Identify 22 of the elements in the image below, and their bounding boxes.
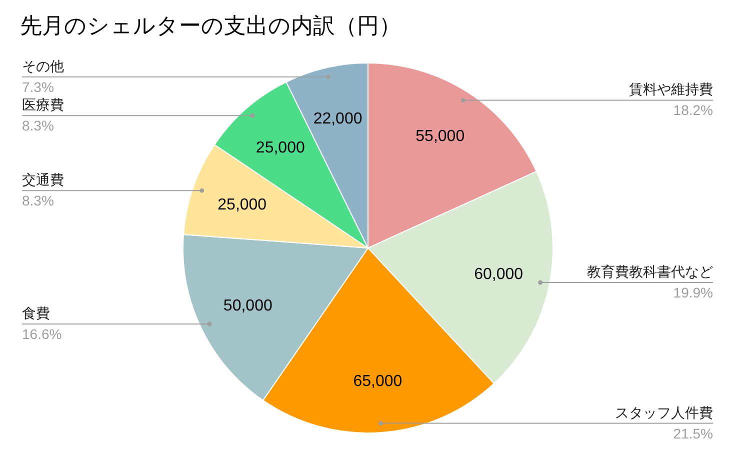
text: 18.2% xyxy=(673,102,713,118)
slice-label: 交通費 xyxy=(22,172,64,188)
text: 16.6% xyxy=(22,326,62,342)
slice-label: 食費 xyxy=(22,305,50,322)
text: 8.3% xyxy=(22,118,54,134)
data-label: 50,000 xyxy=(223,298,272,315)
chart-title: 先月のシェルターの支出の内訳（円） xyxy=(20,13,401,38)
data-label: 22,000 xyxy=(313,110,362,128)
text: 19.9% xyxy=(673,284,713,301)
text: 7.3% xyxy=(22,78,54,95)
data-label: 55,000 xyxy=(416,128,465,146)
data-label: 60,000 xyxy=(474,266,524,284)
data-label: 65,000 xyxy=(353,372,402,390)
slice-label: 教育費教科書代など xyxy=(587,264,713,280)
data-label: 25,000 xyxy=(218,196,267,214)
text: 21.5% xyxy=(673,425,713,442)
slice-label: スタッフ人件費 xyxy=(615,404,713,420)
slice-label: 医療費 xyxy=(22,96,64,113)
slice-label: その他 xyxy=(22,58,64,74)
slice-label: 賃料や維持費 xyxy=(629,81,713,98)
data-label: 25,000 xyxy=(256,140,305,157)
text: 8.3% xyxy=(22,192,54,209)
